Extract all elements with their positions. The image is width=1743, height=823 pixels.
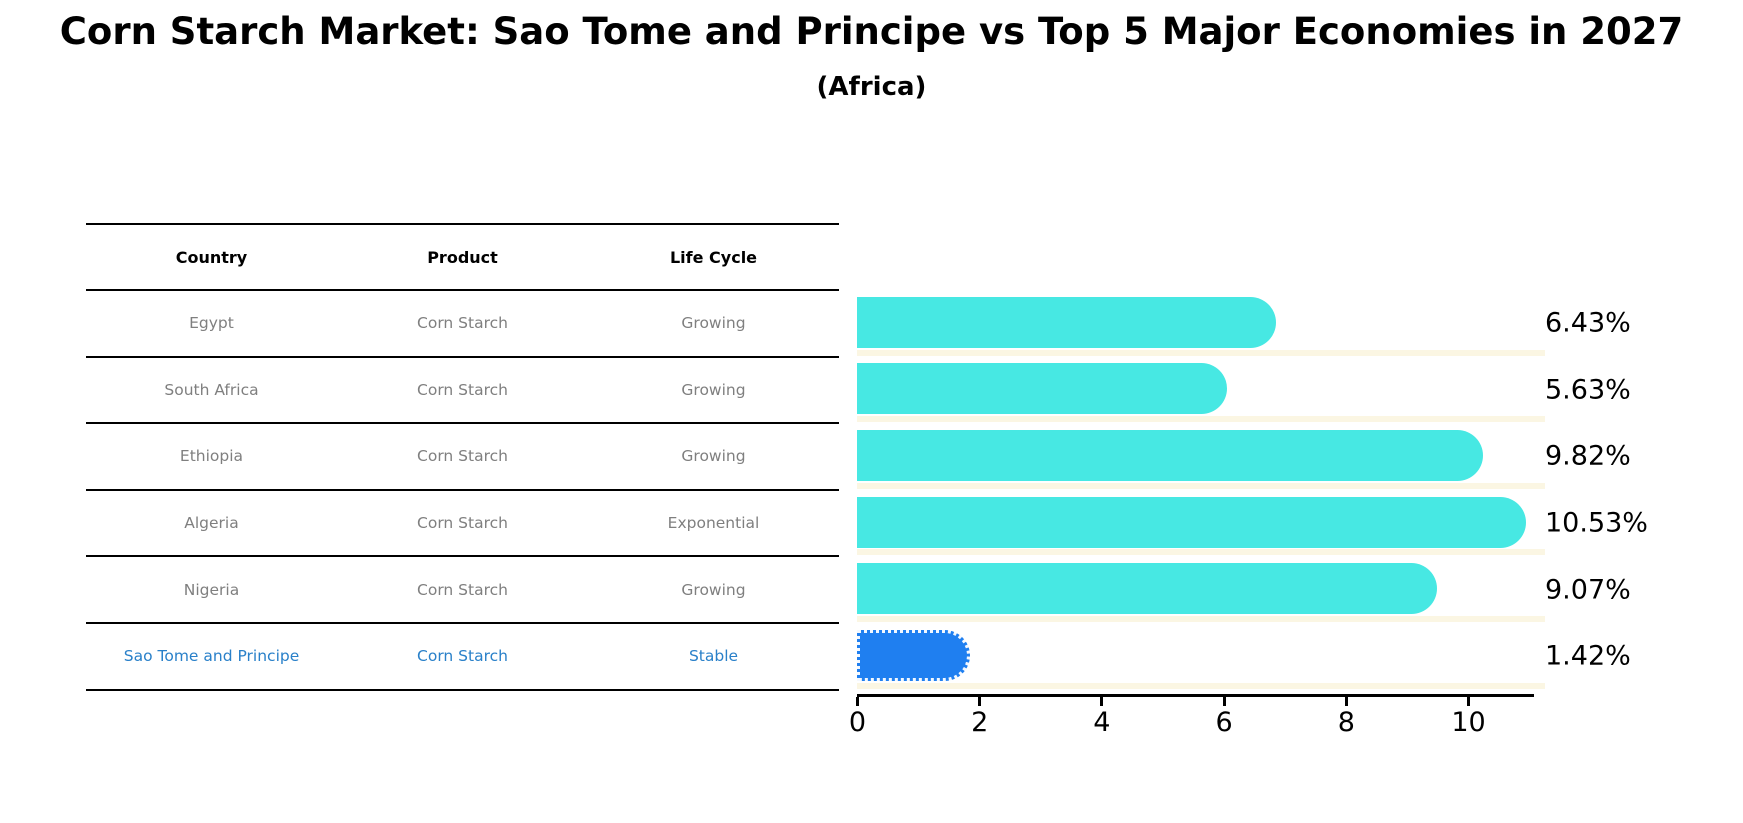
page-title: Corn Starch Market: Sao Tome and Princip… [59,10,1684,53]
cell-life-cycle: Growing [681,580,746,599]
bar-value-label: 5.63% [1545,374,1631,406]
bar-ethiopia [857,429,1483,481]
cell-country: Nigeria [183,580,240,599]
x-axis-tick [978,697,982,706]
bar-row: 5.63% [857,356,1743,423]
cell-product: Corn Starch [417,514,508,533]
x-axis-tick-label: 4 [1093,707,1111,738]
cell-life-cycle: Growing [681,380,746,399]
cell-life-cycle: Exponential [667,514,760,533]
bar-row: 9.07% [857,555,1743,622]
country-table: Country Product Life Cycle Egypt Corn St… [86,223,839,691]
x-axis-tick [1467,697,1470,706]
cell-country: Egypt [189,314,234,333]
table-row: South Africa Corn Starch Growing [86,358,839,425]
cell-country: Ethiopia [179,447,244,466]
column-header-product: Product [427,247,498,267]
page-subtitle: (Africa) [816,72,927,102]
cell-life-cycle: Stable [688,647,739,666]
x-axis-line [857,694,1534,697]
bar-row: 10.53% [857,489,1743,556]
bar-value-label: 6.43% [1545,308,1631,340]
cell-product: Corn Starch [417,580,508,599]
bar-row: 9.82% [857,422,1743,489]
cell-product: Corn Starch [417,380,508,399]
x-axis-tick-label: 6 [1215,707,1233,738]
cell-life-cycle: Growing [681,447,746,466]
bar-value-label: 10.53% [1545,507,1648,539]
cell-life-cycle: Growing [681,314,746,333]
bar-row: 6.43% [857,289,1743,356]
x-axis: 0 2 4 6 8 10 [849,694,1743,754]
bar-value-label: 9.07% [1545,574,1631,606]
bar-sao-tome-highlight [857,629,970,681]
cell-product: Corn Starch [417,447,508,466]
table-row-sao-tome-highlight: Sao Tome and Principe Corn Starch Stable [86,624,839,691]
x-axis-tick [1100,697,1104,706]
bar-egypt [857,296,1276,348]
bar-chart: 6.43% 5.63% 9.82% 10.53% 9.07% 1.42% [857,289,1743,689]
bar-south-africa [857,363,1227,415]
cell-country: Algeria [184,514,239,533]
column-header-country: Country [175,247,248,267]
x-axis-tick-label: 10 [1451,707,1486,738]
column-header-life-cycle: Life Cycle [669,247,758,267]
x-axis-tick [1222,697,1226,706]
table-row: Nigeria Corn Starch Growing [86,557,839,624]
x-axis-tick [1344,697,1348,706]
bar-nigeria [857,563,1438,615]
bar-algeria [857,496,1527,548]
table-row: Algeria Corn Starch Exponential [86,491,839,558]
x-axis-tick-label: 2 [971,707,989,738]
bar-value-label: 9.82% [1545,441,1631,473]
table-row: Ethiopia Corn Starch Growing [86,424,839,491]
table-row: Egypt Corn Starch Growing [86,291,839,358]
cell-country: South Africa [164,380,259,399]
cell-product: Corn Starch [417,647,508,666]
x-axis-tick-label: 0 [848,707,867,738]
bar-value-label: 1.42% [1545,641,1631,673]
x-axis-tick-label: 8 [1337,707,1355,738]
cell-product: Corn Starch [417,314,508,333]
cell-country: Sao Tome and Principe [123,647,300,666]
bar-row: 1.42% [857,622,1743,689]
x-axis-tick [856,697,859,706]
table-header-row: Country Product Life Cycle [86,225,839,291]
